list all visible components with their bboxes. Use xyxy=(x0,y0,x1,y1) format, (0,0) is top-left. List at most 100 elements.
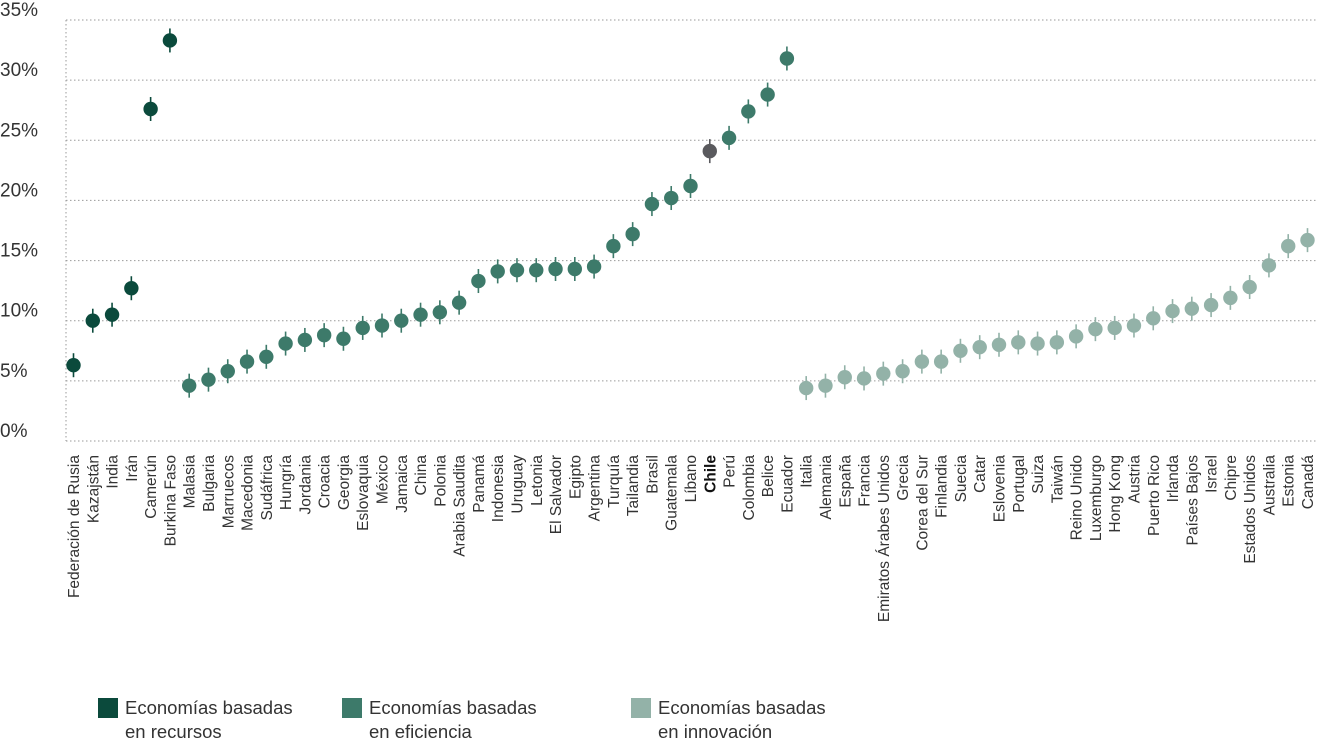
data-point xyxy=(876,361,891,386)
x-tick-label: Reino Unido xyxy=(1069,455,1086,540)
point-marker xyxy=(760,87,775,102)
x-tick-label: Catar xyxy=(972,455,989,493)
point-marker xyxy=(683,178,698,194)
point-marker xyxy=(451,295,467,310)
point-marker xyxy=(1300,232,1315,248)
data-point xyxy=(1068,324,1084,349)
x-tick-label: Eslovenia xyxy=(992,455,1009,523)
data-point xyxy=(1030,331,1045,356)
legend: Economías basadas en recursos Economías … xyxy=(0,696,1322,746)
point-marker xyxy=(432,305,448,320)
point-marker xyxy=(702,143,717,159)
x-tick-label: Suiza xyxy=(1030,455,1047,494)
data-point xyxy=(933,349,949,374)
data-point xyxy=(509,258,525,283)
point-marker xyxy=(413,307,428,322)
point-marker xyxy=(124,281,139,296)
legend-label-innovacion: Economías basadas en innovación xyxy=(658,697,826,742)
x-tick-label: Hungría xyxy=(278,455,295,511)
x-tick-label: Australia xyxy=(1261,455,1278,516)
point-marker xyxy=(664,190,679,206)
data-point xyxy=(1223,285,1238,310)
data-point xyxy=(683,173,698,198)
data-point xyxy=(625,222,640,247)
point-marker xyxy=(1165,303,1180,319)
x-tick-label: Perú xyxy=(722,455,739,488)
point-marker xyxy=(259,349,274,364)
point-marker xyxy=(1107,320,1122,336)
point-marker xyxy=(818,378,833,393)
x-tick-label: Jordania xyxy=(297,455,314,515)
point-marker xyxy=(644,196,660,212)
x-tick-label: Portugal xyxy=(1011,455,1028,513)
data-point xyxy=(798,376,814,401)
point-marker xyxy=(741,104,756,119)
x-tick-label: Brasil xyxy=(644,455,661,494)
x-tick-label: Macedonia xyxy=(240,455,257,531)
x-tick-label: Tailandia xyxy=(625,455,642,517)
y-axis-tick-labels: 0% 5% 10% 15% 20% 25% 30% 35% xyxy=(0,0,38,442)
data-point xyxy=(548,256,563,281)
data-point xyxy=(991,332,1007,357)
point-marker xyxy=(1088,321,1103,337)
data-point xyxy=(162,28,178,53)
data-point xyxy=(760,82,775,107)
x-tick-label: Emiratos Árabes Unidos xyxy=(876,455,893,622)
x-tick-label: China xyxy=(413,455,430,496)
data-point xyxy=(1107,315,1122,340)
data-points xyxy=(66,28,1315,401)
x-tick-label: Corea del Sur xyxy=(914,455,931,551)
data-point xyxy=(1049,330,1065,355)
data-point xyxy=(413,302,428,327)
point-marker xyxy=(104,307,120,322)
point-marker xyxy=(606,238,621,254)
data-point xyxy=(220,359,235,384)
x-tick-label: Bulgaria xyxy=(201,455,218,512)
data-point xyxy=(586,254,602,279)
data-point xyxy=(837,365,852,390)
data-point xyxy=(143,97,158,122)
data-point xyxy=(316,323,332,348)
point-marker xyxy=(625,226,640,242)
x-tick-label: Malasia xyxy=(182,455,199,509)
point-marker xyxy=(548,261,563,277)
data-point xyxy=(374,313,390,338)
x-tick-label: Turquía xyxy=(606,455,623,508)
data-point xyxy=(818,373,833,398)
x-tick-label: Chile xyxy=(702,455,719,493)
data-point xyxy=(741,99,756,124)
point-marker xyxy=(933,354,949,369)
data-point xyxy=(1281,234,1296,259)
x-tick-label: Chipre xyxy=(1223,455,1240,501)
x-tick-label: Estados Unidos xyxy=(1242,455,1259,564)
x-axis-tick-labels: Federación de Rusia Kazajstán India Irán Cam… xyxy=(66,455,1317,623)
point-marker xyxy=(586,259,602,274)
legend-item-recursos: Economías basadas en recursos xyxy=(98,696,293,744)
data-point xyxy=(856,366,872,391)
legend-label-eficiencia: Economías basadas en eficiencia xyxy=(369,697,537,742)
point-marker xyxy=(991,337,1007,352)
point-marker xyxy=(201,372,216,387)
point-marker xyxy=(1068,329,1084,344)
point-marker xyxy=(85,313,100,328)
point-marker xyxy=(1011,335,1026,350)
point-marker xyxy=(798,380,814,396)
data-point xyxy=(181,373,197,398)
x-tick-label: Marruecos xyxy=(220,455,237,528)
data-point xyxy=(1203,293,1219,318)
point-marker xyxy=(1261,258,1277,273)
data-point xyxy=(972,335,987,360)
x-tick-label: Italia xyxy=(799,455,816,488)
point-marker xyxy=(316,327,332,343)
point-marker xyxy=(66,358,81,373)
data-point xyxy=(895,359,910,384)
x-tick-label: Indonesia xyxy=(490,455,507,523)
data-point xyxy=(201,367,216,392)
data-point xyxy=(66,353,81,378)
point-marker xyxy=(490,264,505,279)
x-tick-label: Taiwán xyxy=(1049,455,1066,503)
point-marker xyxy=(239,354,255,369)
data-point xyxy=(606,234,621,259)
legend-item-innovacion: Economías basadas en innovación xyxy=(631,696,826,744)
x-tick-label: Egipto xyxy=(567,455,584,499)
